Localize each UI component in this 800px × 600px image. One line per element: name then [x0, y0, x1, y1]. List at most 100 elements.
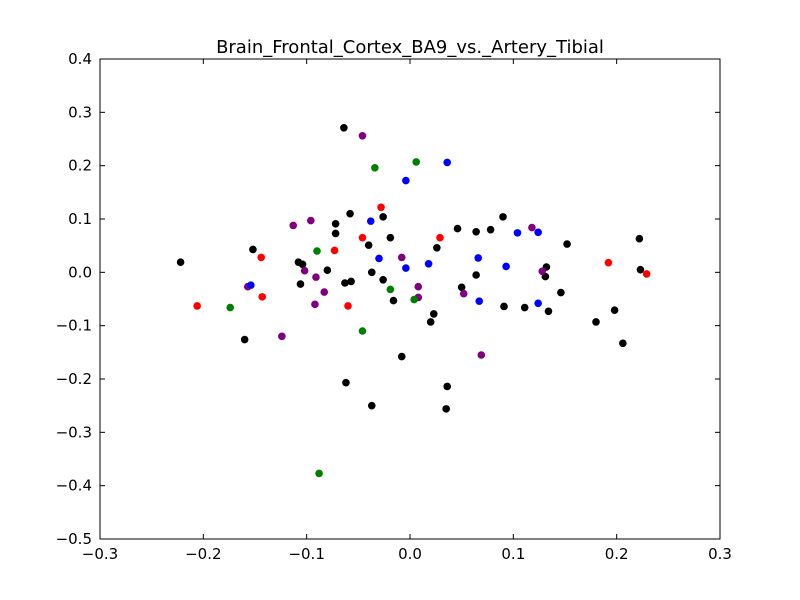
scatter-point: [410, 295, 418, 304]
x-tick-label: 0.2: [605, 545, 629, 563]
y-tick-label: −0.3: [56, 423, 92, 441]
scatter-point: [389, 296, 398, 305]
scatter-point: [544, 307, 553, 316]
scatter-point: [477, 351, 486, 359]
scatter-point: [474, 254, 483, 262]
scatter-point: [429, 310, 438, 318]
scatter-point: [610, 306, 619, 315]
y-tick-label: 0.3: [68, 103, 92, 121]
scatter-point: [442, 405, 450, 413]
x-tick-label: 0.1: [501, 545, 525, 563]
y-tick-label: 0.0: [68, 263, 92, 281]
scatter-point: [475, 297, 484, 305]
plot-area-frame: [99, 58, 721, 540]
scatter-point: [426, 318, 435, 326]
scatter-series-1: [243, 132, 547, 359]
scatter-point: [424, 260, 433, 268]
scatter-point: [472, 271, 480, 279]
scatter-point: [240, 335, 249, 344]
axis-ticks: −0.3 −0.2 −0.1 0.0 0.1 0.2 0.3 −0.5 −0.4 −0.3 −0.2…: [56, 50, 732, 563]
scatter-point: [367, 268, 376, 277]
scatter-point: [330, 246, 339, 255]
scatter-point: [289, 221, 298, 230]
scatter-point: [472, 228, 480, 236]
scatter-point: [604, 258, 613, 267]
scatter-point: [313, 247, 321, 255]
scatter-point: [258, 293, 267, 301]
scatter-point: [499, 213, 507, 221]
scatter-point: [619, 339, 627, 348]
scatter-point: [459, 289, 468, 298]
scatter-series-3: [247, 158, 542, 308]
scatter-point: [331, 220, 340, 228]
scatter-point: [642, 270, 651, 278]
scatter-point: [257, 253, 266, 262]
scatter-point: [636, 265, 645, 274]
x-tick-label: −0.2: [185, 545, 221, 563]
scatter-point: [457, 283, 466, 292]
x-tick-label: −0.1: [288, 545, 324, 563]
scatter-point: [379, 276, 387, 284]
scatter-point: [278, 332, 286, 341]
y-tick-label: −0.4: [56, 477, 92, 495]
scatter-point: [397, 253, 406, 262]
scatter-point: [379, 213, 387, 221]
scatter-point: [300, 266, 309, 275]
scatter-point: [386, 285, 395, 294]
scatter-point: [486, 225, 495, 234]
y-tick-label: 0.2: [68, 157, 92, 175]
scatter-point: [366, 217, 375, 225]
scatter-point: [341, 279, 349, 287]
scatter-point: [397, 352, 406, 361]
scatter-point: [249, 245, 257, 254]
y-tick-label: −0.5: [56, 530, 92, 548]
scatter-point: [436, 233, 444, 242]
scatter-point: [307, 216, 315, 225]
scatter-point: [402, 176, 410, 185]
scatter-point: [331, 229, 340, 238]
data-points: [176, 124, 651, 478]
scatter-point: [320, 288, 329, 296]
scatter-point: [323, 266, 332, 275]
scatter-point: [635, 234, 644, 243]
chart-title: Brain_Frontal_Cortex_BA9_vs._Artery_Tibi…: [216, 37, 604, 58]
scatter-point: [377, 203, 385, 212]
scatter-point: [312, 273, 320, 281]
scatter-point: [528, 223, 536, 232]
scatter-point: [414, 282, 423, 291]
scatter-point: [247, 281, 255, 289]
scatter-point: [311, 300, 319, 309]
y-tick-label: 0.4: [68, 50, 92, 68]
scatter-point: [412, 158, 421, 166]
scatter-point: [375, 254, 383, 263]
scatter-point: [358, 233, 367, 242]
scatter-point: [346, 209, 354, 218]
scatter-series-2: [193, 203, 651, 310]
scatter-point: [342, 378, 350, 387]
scatter-point: [367, 401, 376, 410]
scatter-point: [453, 224, 462, 233]
scatter-point: [534, 299, 542, 308]
scatter-point: [502, 262, 510, 271]
scatter-point: [226, 303, 234, 312]
scatter-point: [193, 302, 201, 310]
scatter-point: [443, 382, 452, 391]
scatter-point: [500, 302, 508, 311]
y-tick-label: −0.2: [56, 370, 92, 388]
scatter-point: [538, 267, 547, 276]
scatter-point: [520, 303, 529, 312]
scatter-point: [296, 280, 305, 288]
scatter-point: [534, 228, 542, 237]
scatter-point: [176, 258, 185, 267]
scatter-series-4: [226, 158, 421, 478]
scatter-point: [358, 132, 367, 140]
scatter-point: [364, 241, 373, 249]
scatter-point: [386, 233, 395, 242]
scatter-point: [340, 124, 348, 132]
scatter-point: [371, 164, 379, 172]
scatter-point: [513, 229, 522, 237]
scatter-point: [443, 158, 452, 167]
x-tick-label: −0.3: [82, 545, 118, 563]
